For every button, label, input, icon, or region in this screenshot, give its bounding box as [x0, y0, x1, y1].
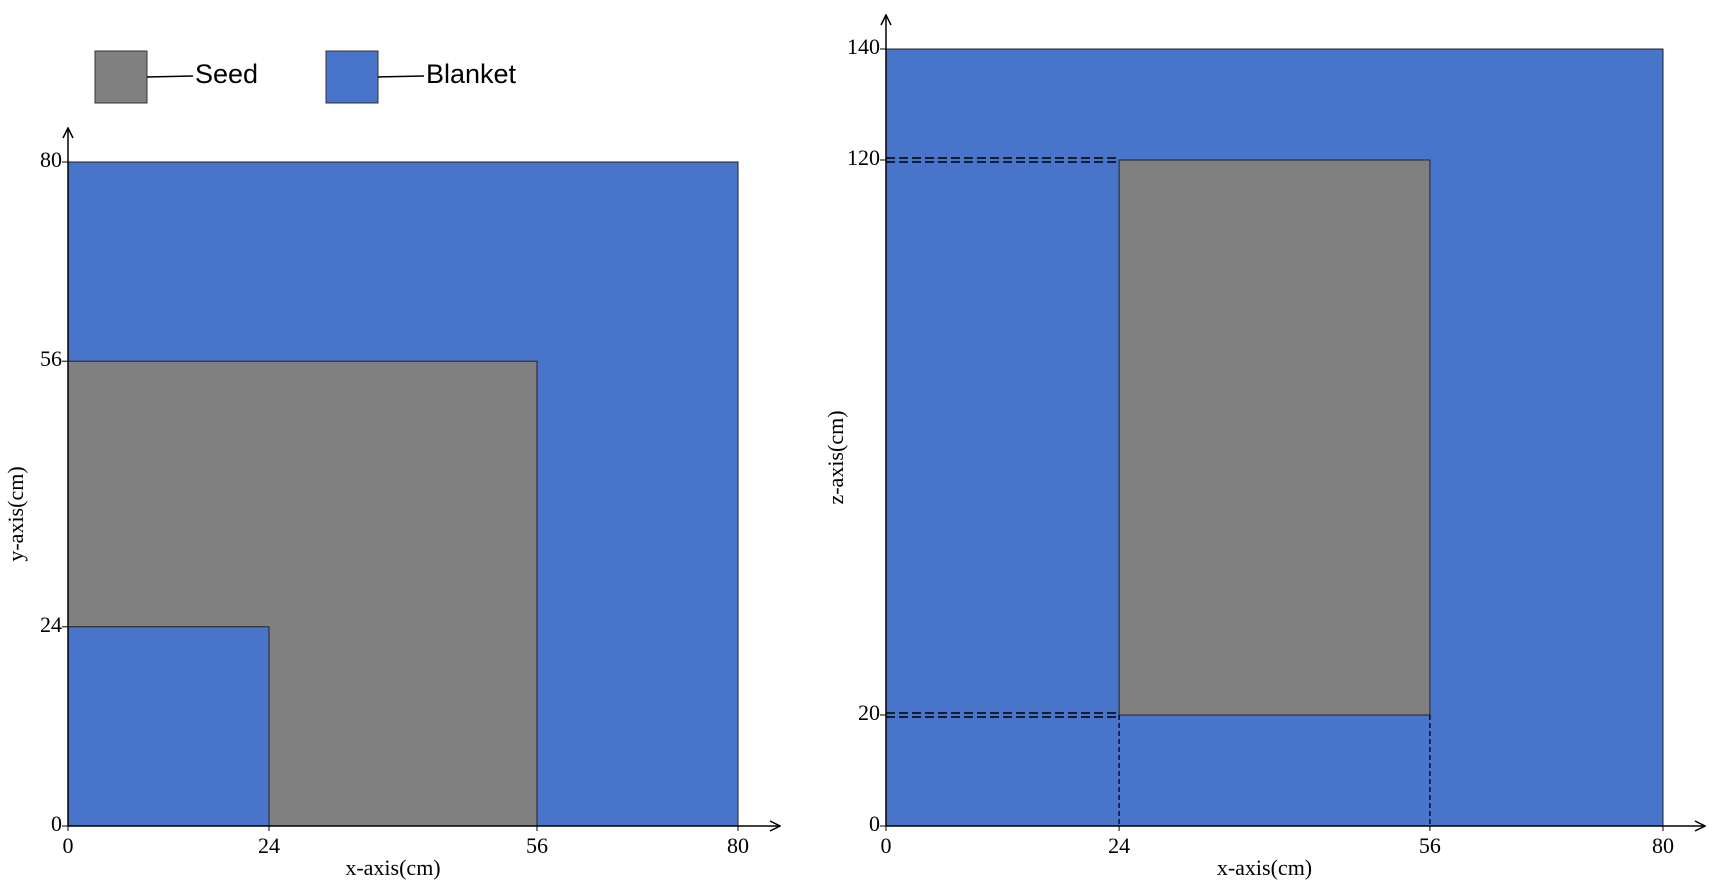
- y-tick-label: 0: [51, 811, 62, 836]
- x-tick-label: 80: [727, 833, 749, 858]
- y-tick-label: 80: [40, 147, 62, 172]
- x-tick-label: 80: [1652, 833, 1674, 858]
- legend-label: Seed: [195, 59, 258, 89]
- legend-connector: [377, 75, 425, 78]
- x-tick-label: 0: [881, 833, 892, 858]
- x-tick-label: 0: [63, 833, 74, 858]
- y-tick-label: 140: [847, 34, 880, 59]
- legend-connector: [146, 75, 194, 78]
- y-axis-label: y-axis(cm): [3, 466, 28, 561]
- x-tick-label: 56: [526, 833, 548, 858]
- y-tick-label: 56: [40, 346, 62, 371]
- legend-label: Blanket: [426, 59, 517, 89]
- x-axis-label: x-axis(cm): [345, 855, 440, 880]
- y-tick-label: 20: [858, 700, 880, 725]
- x-tick-label: 24: [1108, 833, 1130, 858]
- y-tick-label: 24: [40, 612, 62, 637]
- y-axis-label: z-axis(cm): [823, 410, 848, 504]
- region: [67, 626, 270, 827]
- x-tick-label: 56: [1419, 833, 1441, 858]
- x-axis-label: x-axis(cm): [1217, 855, 1312, 880]
- y-tick-label: 120: [847, 145, 880, 170]
- y-tick-label: 0: [869, 811, 880, 836]
- x-tick-label: 24: [258, 833, 280, 858]
- region: [1118, 159, 1431, 716]
- legend-swatch: [325, 50, 379, 104]
- legend-swatch: [94, 50, 148, 104]
